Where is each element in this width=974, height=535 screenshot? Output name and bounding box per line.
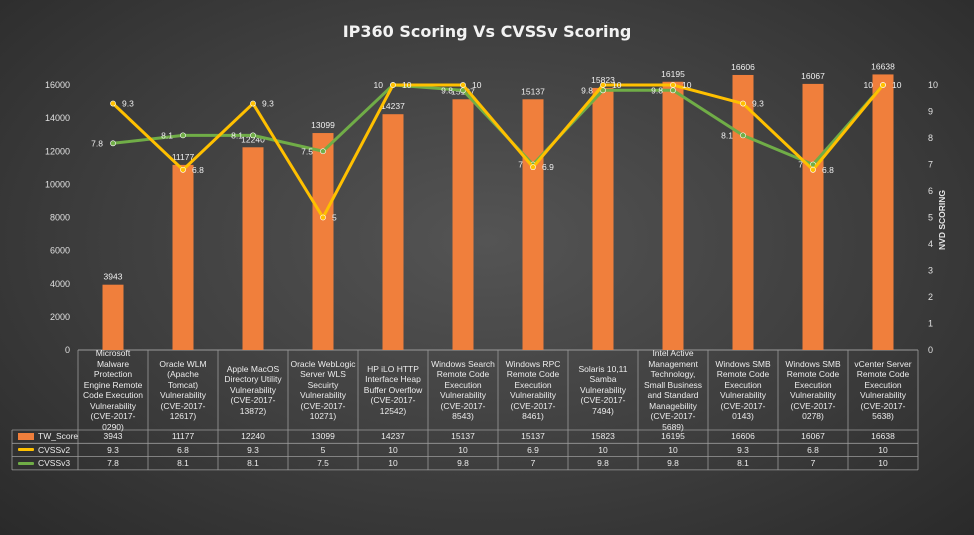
line-data-label: 8.1 — [161, 130, 173, 140]
y-left-tick-label: 4000 — [50, 279, 70, 289]
line-data-label: 10 — [374, 80, 384, 90]
point-cvssv2 — [250, 100, 256, 107]
y-right-tick-label: 0 — [928, 345, 933, 355]
bar-data-label: 15823 — [591, 75, 615, 85]
bar-data-label: 12240 — [241, 134, 265, 144]
line-data-label: 6.8 — [192, 165, 204, 175]
point-cvssv3 — [320, 148, 326, 155]
point-cvssv2 — [320, 214, 326, 221]
line-data-label: 9.8 — [441, 85, 453, 95]
bar-data-label: 15137 — [521, 86, 545, 96]
point-cvssv2 — [880, 82, 886, 88]
bar-data-label: 11177 — [172, 152, 195, 162]
line-data-label: 9.3 — [122, 99, 134, 109]
point-cvssv3 — [670, 87, 676, 94]
bar-data-label: 14237 — [381, 101, 405, 111]
bar — [102, 284, 124, 350]
y-right-tick-label: 10 — [928, 80, 938, 90]
line-data-label: 8.1 — [721, 130, 733, 140]
y-right-tick-label: 1 — [928, 319, 933, 329]
line-data-label: 6.9 — [542, 162, 554, 172]
bar-data-label: 16195 — [661, 69, 685, 79]
line-data-label: 10 — [682, 80, 692, 90]
y-right-tick-label: 8 — [928, 133, 933, 143]
bar — [452, 99, 474, 351]
point-cvssv2 — [600, 82, 606, 88]
line-data-label: 5 — [332, 213, 337, 223]
line-data-label: 9.3 — [752, 99, 764, 109]
bar-data-label: 13099 — [311, 120, 335, 130]
point-cvssv2 — [530, 164, 536, 171]
bar — [242, 147, 264, 350]
point-cvssv2 — [180, 166, 186, 173]
line-data-label: 10 — [402, 80, 412, 90]
line-data-label: 8.1 — [231, 130, 243, 140]
point-cvssv2 — [740, 100, 746, 107]
point-cvssv3 — [180, 132, 186, 139]
point-cvssv3 — [740, 132, 746, 139]
line-data-label: 7.5 — [301, 146, 313, 156]
y-left-tick-label: 2000 — [50, 312, 70, 322]
line-data-label: 9.3 — [262, 99, 274, 109]
bar-data-label: 16067 — [801, 71, 825, 81]
line-cvssv2 — [111, 83, 885, 221]
point-cvssv2 — [670, 82, 676, 88]
bar — [382, 114, 404, 351]
bar — [312, 133, 334, 350]
bar — [172, 164, 194, 350]
line-data-label: 10 — [612, 80, 622, 90]
bar — [732, 74, 754, 350]
line-data-label: 6.8 — [822, 165, 834, 175]
bar-data-label: 16638 — [871, 61, 895, 71]
line-data-label: 10 — [892, 80, 902, 90]
point-cvssv2 — [390, 82, 396, 88]
line-data-label: 9.8 — [581, 85, 593, 95]
y-right-tick-label: 5 — [928, 213, 933, 223]
bar-data-label: 16606 — [731, 62, 755, 72]
y-right-tick-label: 7 — [928, 160, 933, 170]
line-data-label: 7 — [518, 160, 523, 170]
y-left-tick-label: 16000 — [45, 80, 70, 90]
bar — [592, 87, 614, 350]
y-right-tick-label: 9 — [928, 107, 933, 117]
point-cvssv2 — [110, 100, 116, 107]
bar — [662, 81, 684, 350]
line-data-label: 7 — [798, 160, 803, 170]
y-left-tick-label: 10000 — [45, 179, 70, 189]
point-cvssv2 — [810, 166, 816, 173]
point-cvssv3 — [110, 140, 116, 147]
line-data-label: 9.8 — [651, 85, 663, 95]
line-data-label: 10 — [864, 80, 874, 90]
y-right-tick-label: 3 — [928, 266, 933, 276]
line-data-label: 10 — [472, 80, 482, 90]
bar — [522, 99, 544, 351]
chart-title: IP360 Scoring Vs CVSSv Scoring — [342, 22, 632, 41]
y-left-tick-label: 14000 — [45, 113, 70, 123]
y-left-tick-label: 12000 — [45, 146, 70, 156]
bar — [872, 74, 894, 350]
point-cvssv2 — [460, 82, 466, 88]
y-left-tick-label: 6000 — [50, 246, 70, 256]
y-right-tick-label: 2 — [928, 292, 933, 302]
bar — [802, 83, 824, 350]
y-right-tick-label: 6 — [928, 186, 933, 196]
y-right-axis-label: NVD SCORING — [937, 190, 947, 250]
line-data-label: 7.8 — [91, 138, 103, 148]
y-right-tick-label: 4 — [928, 239, 933, 249]
bar-data-label: 3943 — [104, 272, 123, 282]
y-left-tick-label: 8000 — [50, 213, 70, 223]
point-cvssv3 — [250, 132, 256, 139]
y-left-tick-label: 0 — [65, 345, 70, 355]
